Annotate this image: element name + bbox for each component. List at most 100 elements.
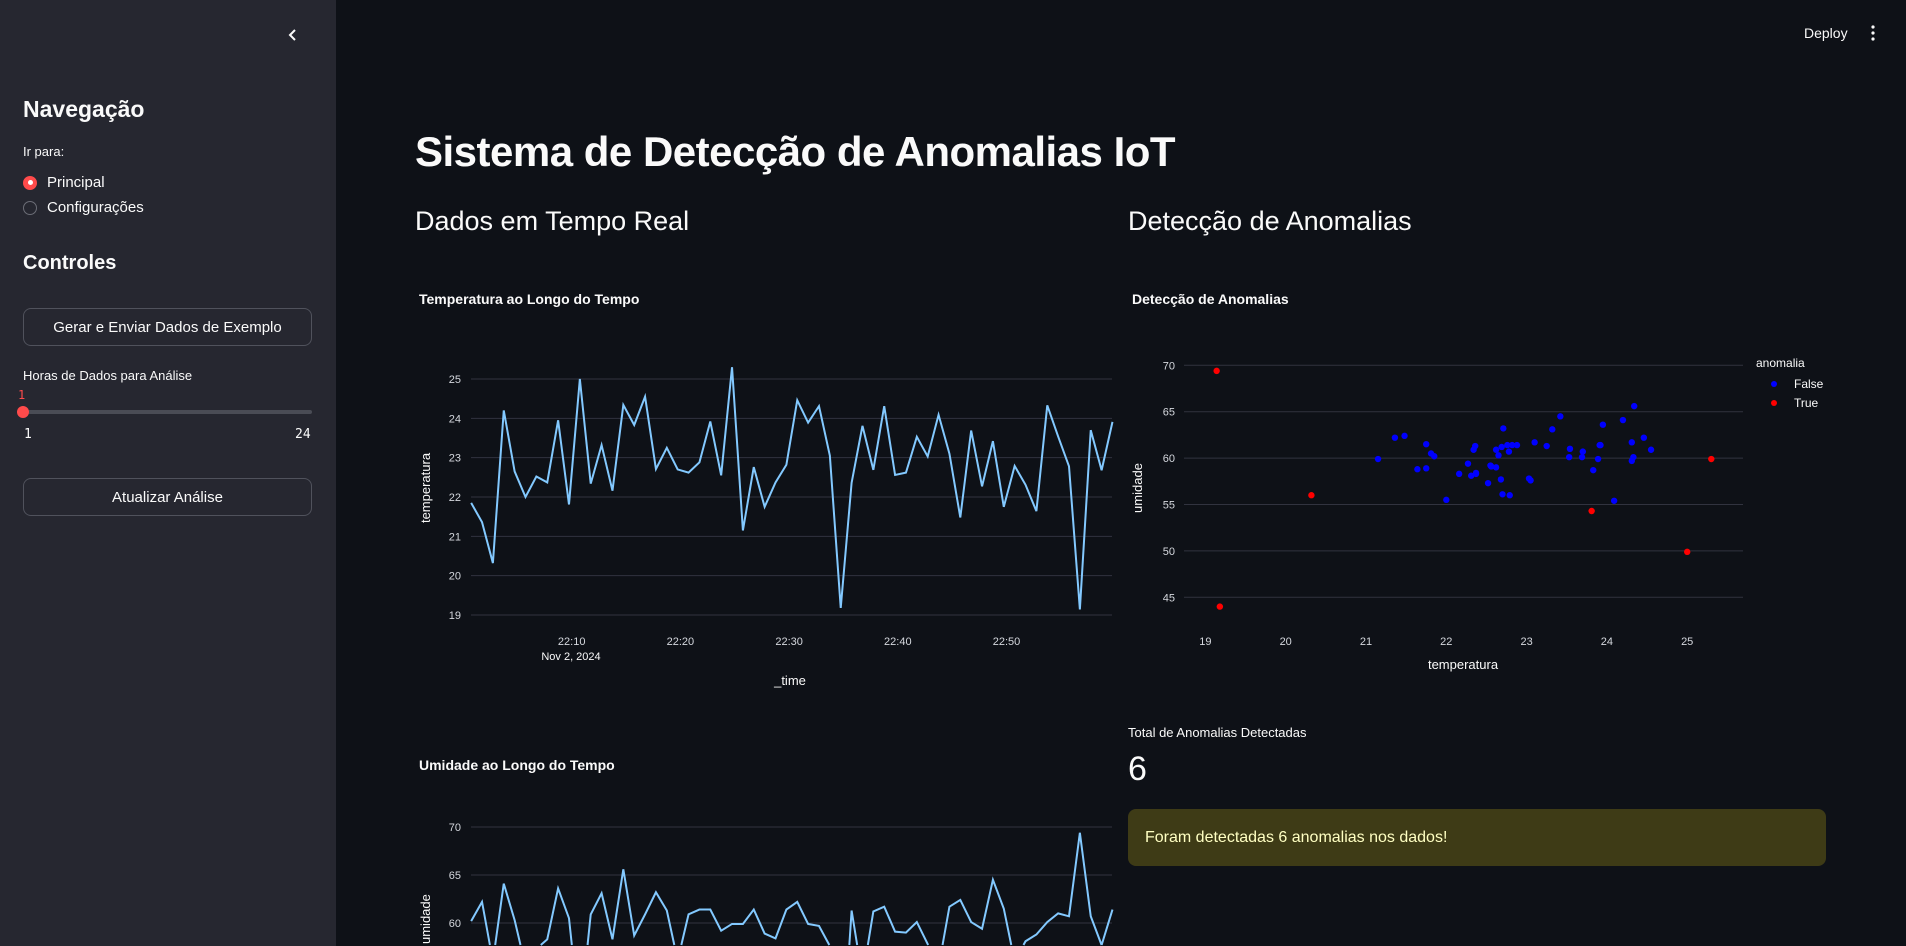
x-tick-label: 21 xyxy=(1360,636,1372,648)
normal-point xyxy=(1374,455,1382,463)
normal-point xyxy=(1423,440,1430,448)
x-tick-label: 22:50 xyxy=(993,636,1021,648)
temperature-chart: Temperatura ao Longo do Tempo _time temp… xyxy=(418,291,1114,688)
hours-slider-track[interactable] xyxy=(23,410,312,414)
anomaly-point xyxy=(1216,603,1224,610)
x-tick-label: 23 xyxy=(1520,636,1532,648)
humidity-chart: Umidade ao Longo do Tempo umidade 60 65 70 xyxy=(418,757,1114,946)
chevron-left-icon xyxy=(288,29,296,41)
right-subheader: Detecção de Anomalias xyxy=(1128,206,1412,236)
slider-min: 1 xyxy=(24,427,32,442)
y-tick-label: 22 xyxy=(449,492,461,504)
normal-point xyxy=(1631,402,1638,410)
normal-point xyxy=(1443,496,1450,504)
legend-item-true[interactable]: True xyxy=(1771,396,1819,410)
normal-point xyxy=(1619,416,1627,424)
y-axis-title: umidade xyxy=(418,894,433,944)
hours-slider-thumb[interactable] xyxy=(17,406,29,418)
x-tick-label: 20 xyxy=(1280,636,1292,648)
radio-option-label: Configurações xyxy=(47,199,144,216)
chart-title: Temperatura ao Longo do Tempo xyxy=(419,291,639,307)
legend-label: True xyxy=(1794,396,1819,410)
humidity-line-segment xyxy=(586,869,676,946)
generate-data-button[interactable]: Gerar e Enviar Dados de Exemplo xyxy=(23,308,312,346)
chart-title: Umidade ao Longo do Tempo xyxy=(419,757,615,773)
left-subheader: Dados em Tempo Real xyxy=(415,206,690,236)
normal-point xyxy=(1543,442,1550,450)
y-tick-label: 23 xyxy=(449,453,461,465)
normal-point xyxy=(1472,442,1479,450)
normal-point xyxy=(1578,453,1586,461)
metric-label: Total de Anomalias Detectadas xyxy=(1128,725,1307,740)
main-menu-button[interactable] xyxy=(1866,22,1880,44)
slider-max: 24 xyxy=(295,427,311,442)
radio-principal[interactable]: Principal xyxy=(23,174,105,191)
normal-point xyxy=(1549,426,1556,433)
anomaly-point xyxy=(1213,367,1220,375)
y-tick-label: 50 xyxy=(1163,546,1175,558)
anomaly-point xyxy=(1708,455,1715,463)
slider-value: 1 xyxy=(18,388,26,402)
x-tick-label: 24 xyxy=(1601,636,1613,648)
normal-point xyxy=(1557,413,1564,420)
radio-configuracoes[interactable]: Configurações xyxy=(23,199,144,216)
x-tick-date: Nov 2, 2024 xyxy=(541,651,600,663)
controls-title: Controles xyxy=(23,252,117,274)
anomaly-scatter-chart: Detecção de Anomalias temperatura umidad… xyxy=(1130,291,1824,672)
normal-point xyxy=(1414,466,1421,473)
normal-point xyxy=(1488,463,1495,470)
temperature-line xyxy=(470,367,1114,610)
humidity-line-segment xyxy=(866,905,930,946)
y-axis-title: temperatura xyxy=(418,452,433,523)
normal-point xyxy=(1472,469,1480,477)
normal-point xyxy=(1508,441,1516,449)
normal-point xyxy=(1492,464,1500,471)
normal-point xyxy=(1505,448,1513,455)
normal-point xyxy=(1630,453,1637,461)
normal-point xyxy=(1497,476,1505,483)
humidity-line-segment xyxy=(540,884,573,946)
normal-point xyxy=(1427,450,1435,457)
humidity-line-segment xyxy=(848,910,859,946)
anomaly-point xyxy=(1308,492,1315,499)
update-analysis-button[interactable]: Atualizar Análise xyxy=(23,478,312,516)
normal-point xyxy=(1455,470,1463,478)
y-tick-label: 19 xyxy=(449,610,461,622)
y-tick-label: 20 xyxy=(449,571,461,583)
y-tick-label: 45 xyxy=(1163,592,1175,604)
normal-point xyxy=(1531,439,1538,446)
normal-point xyxy=(1423,465,1430,472)
anomaly-point xyxy=(1684,548,1691,556)
y-tick-label: 70 xyxy=(449,822,461,834)
y-tick-label: 60 xyxy=(449,918,461,930)
radio-label: Ir para: xyxy=(23,144,65,159)
metric-value: 6 xyxy=(1128,750,1147,788)
normal-point xyxy=(1628,439,1635,446)
nav-title: Navegação xyxy=(23,96,145,122)
legend-marker-false xyxy=(1771,381,1777,387)
kebab-menu-icon xyxy=(1871,25,1875,41)
x-tick-label: 22:10 xyxy=(558,636,586,648)
normal-point xyxy=(1498,443,1505,451)
normal-point xyxy=(1500,425,1507,432)
page-title: Sistema de Detecção de Anomalias IoT xyxy=(415,128,1176,175)
radio-checked-icon xyxy=(23,175,37,190)
normal-point xyxy=(1513,441,1521,449)
legend-marker-true xyxy=(1771,400,1777,406)
normal-point xyxy=(1594,455,1602,463)
humidity-line-segment xyxy=(941,876,1013,946)
y-axis-title: umidade xyxy=(1130,463,1145,513)
legend-item-false[interactable]: False xyxy=(1771,377,1824,391)
y-tick-label: 65 xyxy=(449,870,461,882)
legend-label: False xyxy=(1794,377,1824,391)
humidity-line-segment xyxy=(1100,909,1114,946)
normal-point xyxy=(1391,434,1399,441)
normal-point xyxy=(1565,453,1573,461)
deploy-button[interactable]: Deploy xyxy=(1804,25,1848,41)
collapse-sidebar-button[interactable] xyxy=(284,22,302,48)
normal-point xyxy=(1525,475,1533,482)
normal-point xyxy=(1506,492,1513,499)
x-axis-title: _time xyxy=(773,673,806,688)
y-tick-label: 70 xyxy=(1163,360,1175,372)
